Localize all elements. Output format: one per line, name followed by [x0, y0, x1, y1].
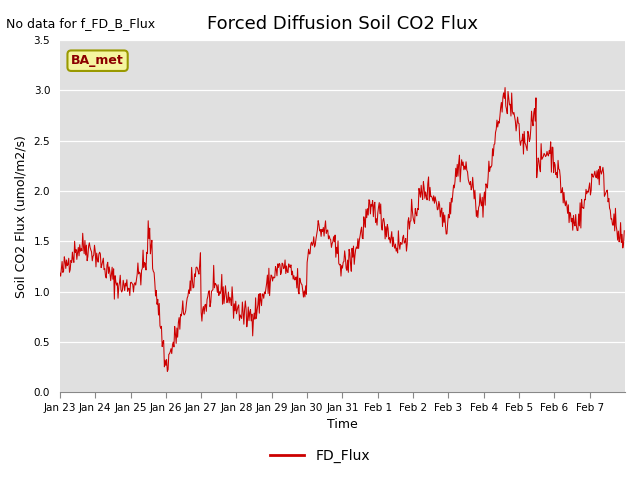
Title: Forced Diffusion Soil CO2 Flux: Forced Diffusion Soil CO2 Flux — [207, 15, 478, 33]
Legend: FD_Flux: FD_Flux — [264, 443, 376, 468]
Y-axis label: Soil CO2 Flux (umol/m2/s): Soil CO2 Flux (umol/m2/s) — [15, 135, 28, 298]
X-axis label: Time: Time — [327, 419, 358, 432]
Text: BA_met: BA_met — [71, 54, 124, 67]
Text: No data for f_FD_B_Flux: No data for f_FD_B_Flux — [6, 17, 156, 30]
